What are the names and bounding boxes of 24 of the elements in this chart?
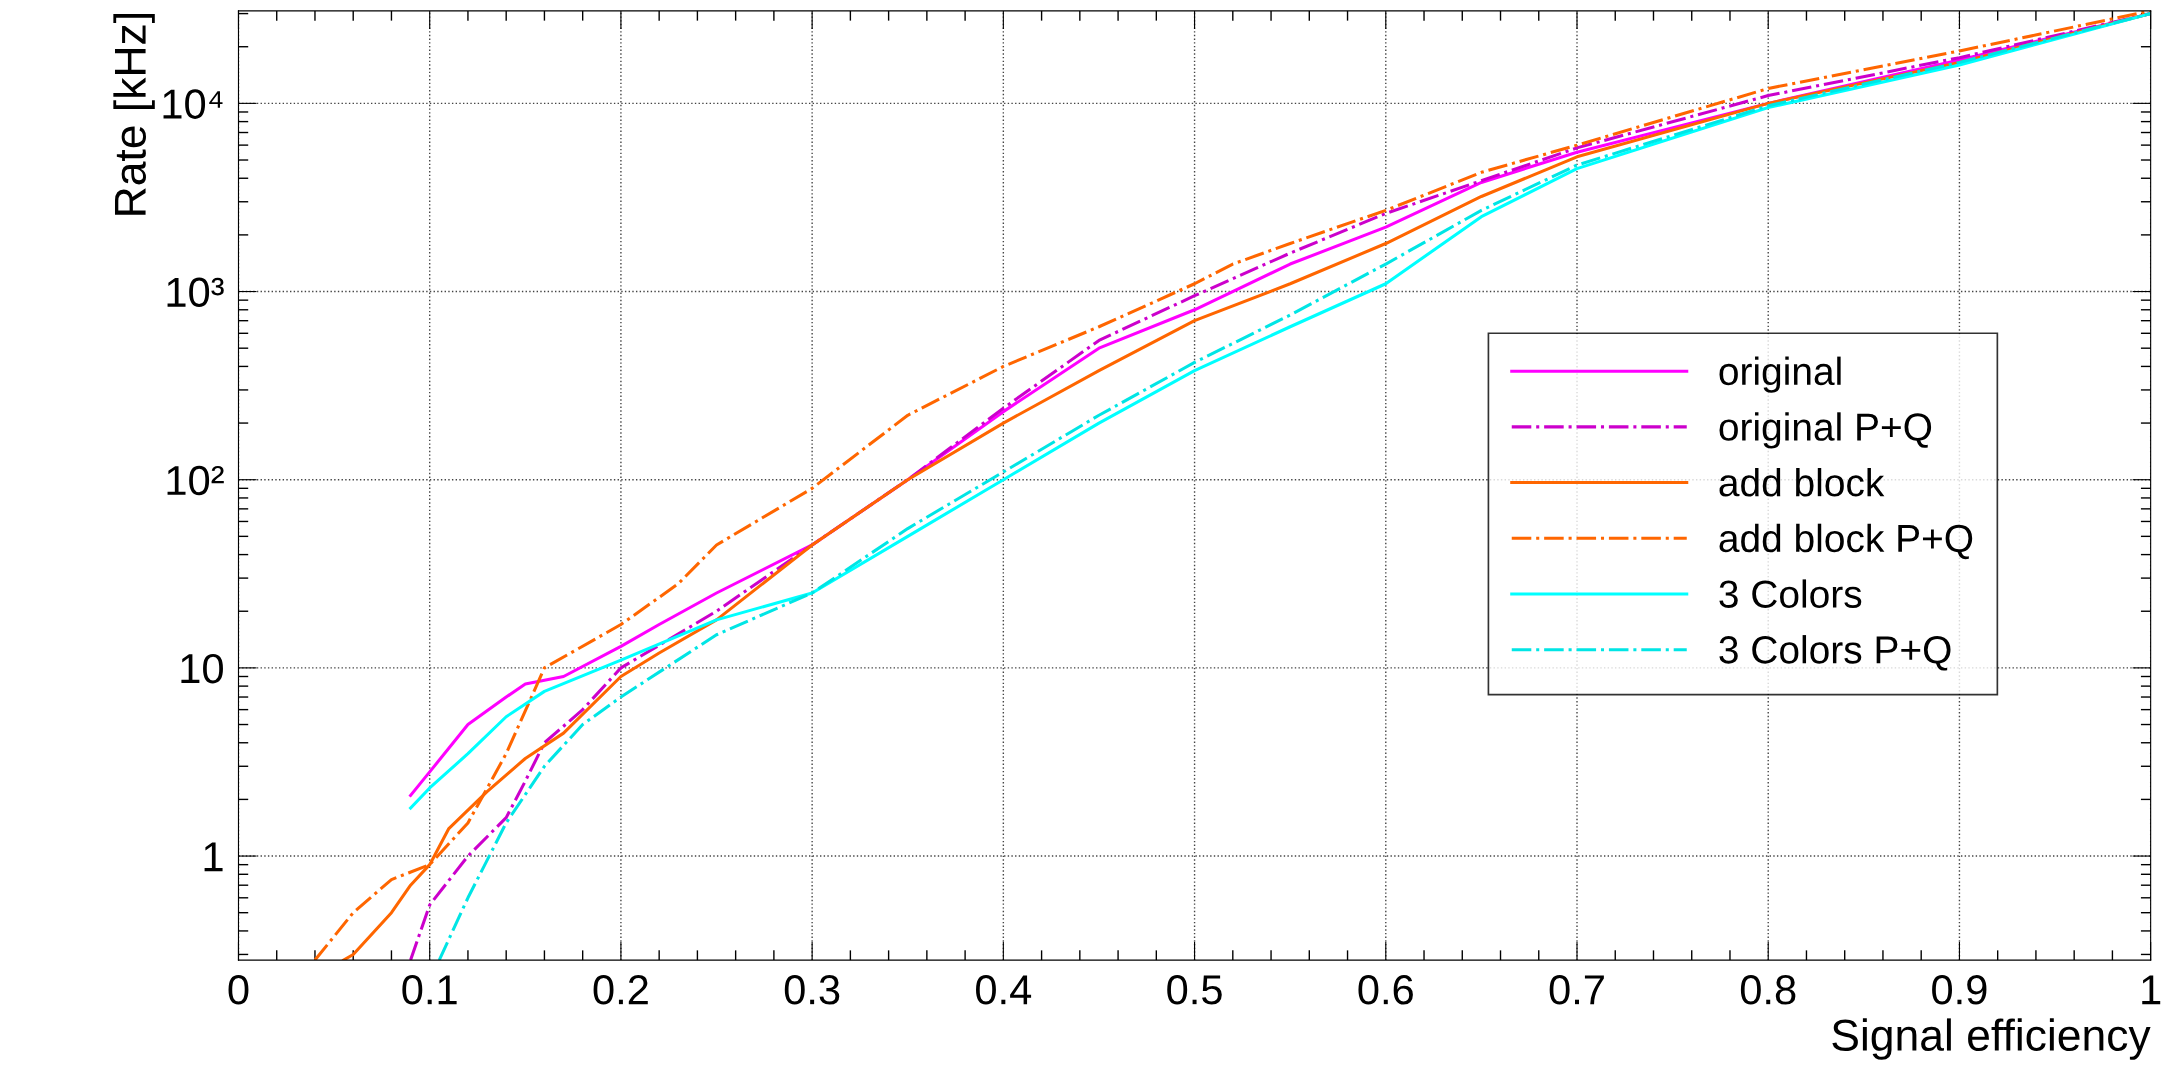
x-axis-title: Signal efficiency xyxy=(1832,1018,2151,1060)
y-tick-label: 10³ xyxy=(167,277,224,308)
legend-label: add block P+Q xyxy=(1719,523,1973,560)
y-tick-label: 1 xyxy=(204,842,223,872)
x-tick-label: 0.6 xyxy=(1358,975,1413,1005)
legend-label: 3 Colors P+Q xyxy=(1719,635,1951,671)
y-tick-label: 10² xyxy=(167,465,224,496)
legend-label: original P+Q xyxy=(1719,412,1932,449)
y-tick-label: 10⁴ xyxy=(163,89,223,119)
x-tick-label: 0.5 xyxy=(1167,975,1222,1005)
x-tick-label: 1 xyxy=(2142,975,2161,1005)
legend-label: 3 Colors xyxy=(1719,579,1862,608)
x-tick-label: 0 xyxy=(228,975,249,1005)
x-tick-label: 0.8 xyxy=(1740,975,1796,1005)
x-tick-label: 0.7 xyxy=(1549,975,1604,1005)
y-axis-title: Rate [kHz] xyxy=(113,14,155,215)
y-tick-label: 10 xyxy=(181,653,223,684)
legend-label: original xyxy=(1719,356,1841,393)
x-tick-label: 0.9 xyxy=(1932,975,1987,1005)
x-tick-label: 0.2 xyxy=(593,975,648,1005)
x-tick-label: 0.3 xyxy=(784,975,840,1005)
x-tick-label: 0.1 xyxy=(402,975,457,1005)
x-tick-label: 0.4 xyxy=(976,975,1032,1005)
legend-label: add block xyxy=(1719,468,1885,497)
